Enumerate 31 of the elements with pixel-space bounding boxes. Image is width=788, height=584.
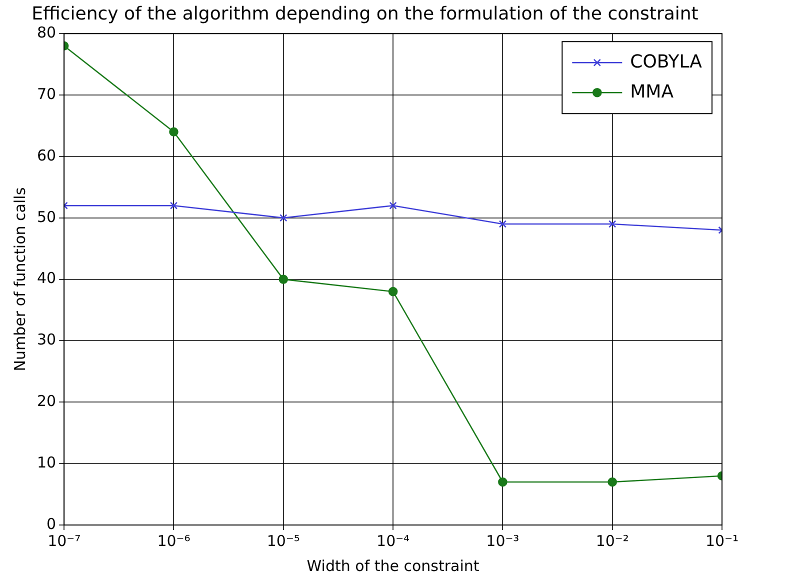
y-tick-label: 0 [46,514,56,533]
x-tick-label: 10⁻⁵ [266,532,300,550]
legend-label: COBYLA [630,51,703,72]
point [278,274,288,284]
y-axis-title: Number of function calls [10,187,29,372]
y-tick-label: 60 [36,146,56,164]
x-tick-label: 10⁻³ [486,532,520,550]
point [170,202,178,210]
y-tick-label: 30 [36,330,56,349]
x-tick-label: 10⁻² [596,532,629,550]
point [389,202,397,210]
y-tick-label: 40 [36,269,56,288]
x-axis-title: Width of the constraint [306,556,480,575]
point [388,286,398,296]
point [498,220,507,228]
y-tick-label: 20 [36,392,56,410]
x-tick-label: 10⁻⁷ [48,532,81,550]
point [608,477,617,487]
y-tick-label: 50 [36,208,56,226]
legend-label: MMA [630,81,674,102]
x-tick-label: 10⁻⁴ [376,532,410,550]
point [608,220,616,228]
x-tick-label: 10⁻⁶ [157,532,190,550]
x-tick-label: 10⁻¹ [705,532,739,550]
point [498,477,508,487]
point [280,214,288,222]
point [169,127,178,137]
y-tick-label: 80 [36,23,56,42]
y-tick-label: 70 [36,84,56,103]
y-tick-label: 10 [36,453,56,472]
chart-title: Efficiency of the algorithm depending on the formulation of the constraint [32,3,698,24]
